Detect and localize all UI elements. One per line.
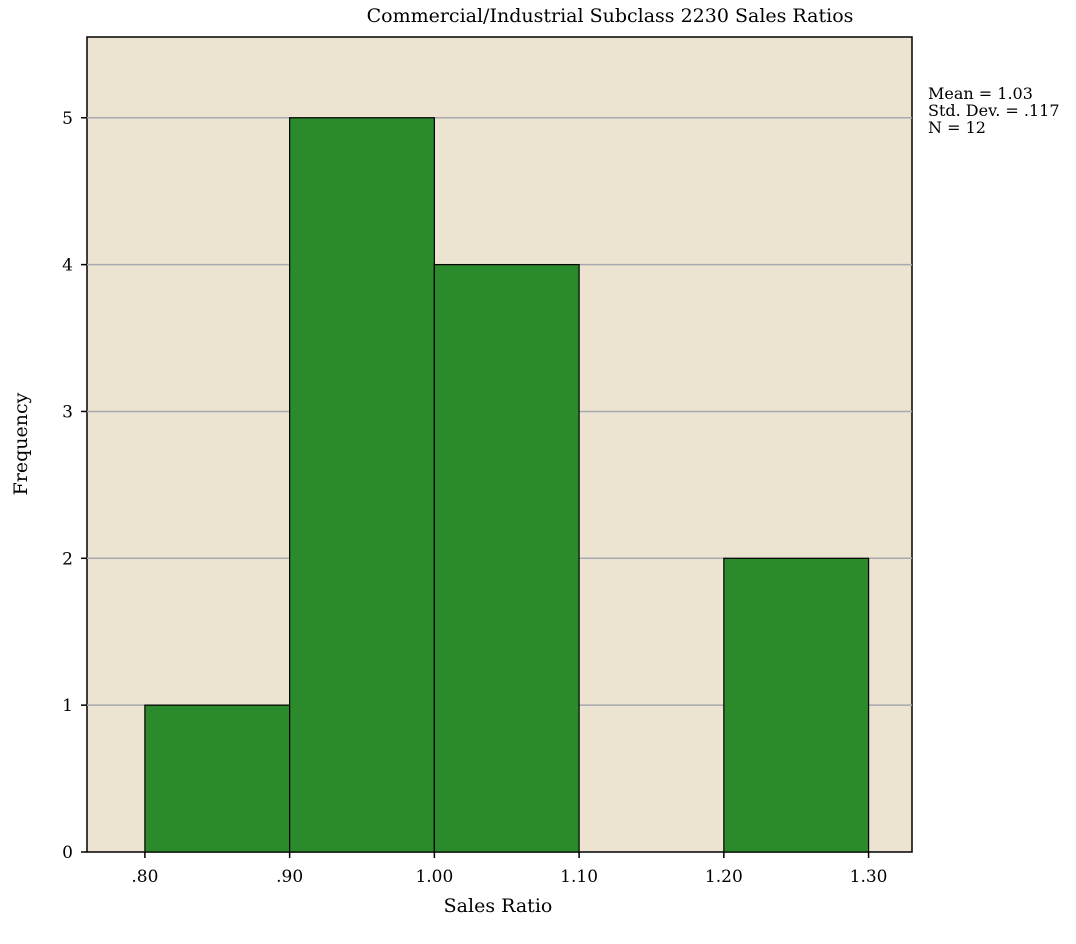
histogram-bars (144, 117, 870, 853)
histogram-bar (144, 704, 291, 853)
histogram-bar (433, 264, 580, 853)
y-tick-label: 4 (62, 256, 73, 276)
y-axis-label: Frequency (10, 392, 32, 495)
stats-line: Std. Dev. = .117 (928, 101, 1060, 120)
y-tick-label: 3 (62, 402, 73, 422)
y-tick-label: 5 (62, 109, 73, 129)
y-tick-label: 0 (62, 843, 73, 863)
y-tick-label: 1 (62, 696, 73, 716)
x-axis-label: Sales Ratio (444, 895, 553, 917)
x-tick-label: 1.20 (705, 867, 743, 887)
histogram-bar (289, 117, 435, 853)
y-axis-ticks: 0 1 2 3 4 5 (62, 109, 87, 863)
x-tick-label: .90 (276, 867, 303, 887)
histogram-bar (723, 557, 870, 853)
chart-title: Commercial/Industrial Subclass 2230 Sale… (367, 5, 854, 27)
stats-line: Mean = 1.03 (928, 84, 1033, 103)
x-tick-label: 1.10 (560, 867, 598, 887)
y-tick-label: 2 (62, 549, 73, 569)
x-axis-ticks: .80 .90 1.00 1.10 1.20 1.30 (131, 852, 888, 887)
stats-line: N = 12 (928, 118, 986, 137)
x-tick-label: .80 (131, 867, 158, 887)
x-tick-label: 1.30 (850, 867, 888, 887)
x-tick-label: 1.00 (415, 867, 453, 887)
